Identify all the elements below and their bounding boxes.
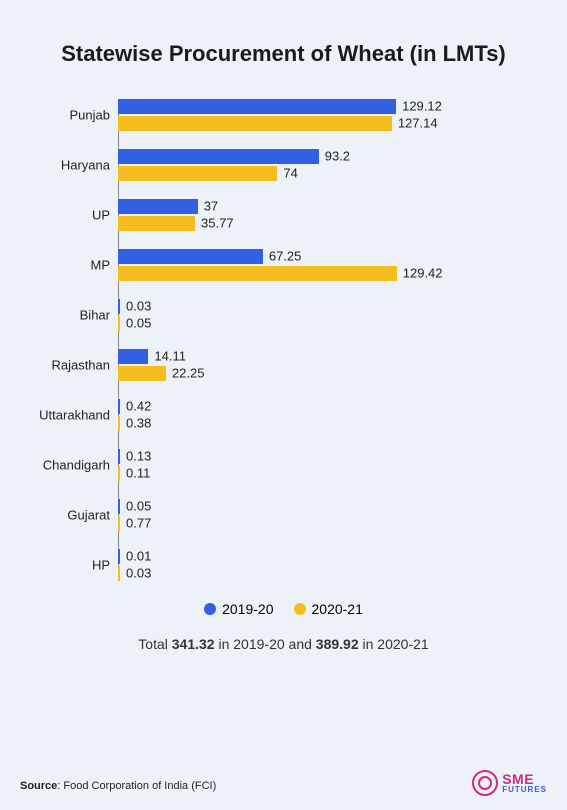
- bar-value: 67.25: [263, 249, 302, 264]
- chart-row: HP0.010.03: [118, 549, 499, 581]
- bar-chart: Punjab129.12127.14Haryana93.274UP3735.77…: [118, 99, 499, 581]
- legend-label: 2019-20: [222, 601, 273, 617]
- bar-wrap: 129.12: [118, 99, 499, 114]
- bar-value: 74: [277, 166, 297, 181]
- bar-value: 0.42: [120, 399, 151, 414]
- bar-wrap: 74: [118, 166, 499, 181]
- chart-container: Statewise Procurement of Wheat (in LMTs)…: [0, 0, 567, 672]
- category-label: UP: [92, 207, 118, 222]
- bar-value: 35.77: [195, 216, 234, 231]
- bar-wrap: 22.25: [118, 366, 499, 381]
- chart-row: UP3735.77: [118, 199, 499, 231]
- bar-2019-20: [118, 99, 396, 114]
- chart-row: Uttarakhand0.420.38: [118, 399, 499, 431]
- logo-icon: [472, 770, 498, 796]
- total-2019-20: 341.32: [172, 636, 215, 652]
- bar-value: 0.05: [120, 499, 151, 514]
- bar-wrap: 35.77: [118, 216, 499, 231]
- legend-item: 2020-21: [294, 601, 363, 617]
- total-2020-21: 389.92: [316, 636, 359, 652]
- chart-title: Statewise Procurement of Wheat (in LMTs): [38, 40, 529, 69]
- bar-value: 0.77: [120, 516, 151, 531]
- bar-wrap: 67.25: [118, 249, 499, 264]
- bar-wrap: 93.2: [118, 149, 499, 164]
- bar-wrap: 0.38: [118, 416, 499, 431]
- bar-wrap: 0.05: [118, 316, 499, 331]
- category-label: Uttarakhand: [39, 407, 118, 422]
- category-label: Punjab: [70, 107, 118, 122]
- bar-2019-20: [118, 199, 198, 214]
- bar-2019-20: [118, 349, 148, 364]
- bar-value: 129.12: [396, 99, 442, 114]
- source-line: Source: Food Corporation of India (FCI): [20, 780, 216, 792]
- category-label: Gujarat: [67, 507, 118, 522]
- sme-futures-logo: SME FUTURES: [472, 770, 547, 796]
- category-label: Rajasthan: [51, 357, 118, 372]
- bar-wrap: 127.14: [118, 116, 499, 131]
- bar-value: 14.11: [148, 349, 186, 364]
- total-mid: in 2019-20 and: [215, 636, 316, 652]
- category-label: Chandigarh: [43, 457, 118, 472]
- legend-dot-icon: [204, 603, 216, 615]
- chart-row: Bihar0.030.05: [118, 299, 499, 331]
- bar-value: 0.01: [120, 549, 151, 564]
- bar-value: 0.03: [120, 566, 151, 581]
- bar-value: 0.38: [120, 416, 151, 431]
- bar-2019-20: [118, 149, 319, 164]
- chart-row: Rajasthan14.1122.25: [118, 349, 499, 381]
- bar-wrap: 0.13: [118, 449, 499, 464]
- bar-wrap: 129.42: [118, 266, 499, 281]
- bar-value: 129.42: [397, 266, 443, 281]
- bar-2020-21: [118, 266, 397, 281]
- bar-value: 0.11: [120, 466, 150, 481]
- total-suffix: in 2020-21: [359, 636, 429, 652]
- bar-wrap: 0.03: [118, 566, 499, 581]
- bar-2020-21: [118, 166, 277, 181]
- logo-text: SME FUTURES: [502, 772, 547, 794]
- bar-wrap: 37: [118, 199, 499, 214]
- category-label: HP: [92, 557, 118, 572]
- bar-wrap: 0.77: [118, 516, 499, 531]
- bar-value: 93.2: [319, 149, 350, 164]
- legend-item: 2019-20: [204, 601, 273, 617]
- source-label: Source: [20, 780, 57, 792]
- bar-value: 37: [198, 199, 218, 214]
- bar-2020-21: [118, 116, 392, 131]
- chart-row: MP67.25129.42: [118, 249, 499, 281]
- bar-wrap: 0.03: [118, 299, 499, 314]
- bar-value: 0.05: [120, 316, 151, 331]
- bar-2020-21: [118, 216, 195, 231]
- category-label: MP: [91, 257, 119, 272]
- bar-wrap: 0.11: [118, 466, 499, 481]
- bar-value: 22.25: [166, 366, 205, 381]
- total-prefix: Total: [138, 636, 171, 652]
- category-label: Bihar: [80, 307, 118, 322]
- chart-row: Punjab129.12127.14: [118, 99, 499, 131]
- chart-row: Chandigarh0.130.11: [118, 449, 499, 481]
- chart-row: Gujarat0.050.77: [118, 499, 499, 531]
- legend-dot-icon: [294, 603, 306, 615]
- bar-value: 0.13: [120, 449, 151, 464]
- category-label: Haryana: [61, 157, 118, 172]
- bar-wrap: 0.01: [118, 549, 499, 564]
- logo-top: SME: [502, 772, 547, 786]
- logo-bottom: FUTURES: [502, 786, 547, 794]
- bar-wrap: 0.42: [118, 399, 499, 414]
- chart-row: Haryana93.274: [118, 149, 499, 181]
- source-text: : Food Corporation of India (FCI): [57, 780, 216, 792]
- bar-2019-20: [118, 249, 263, 264]
- bar-wrap: 0.05: [118, 499, 499, 514]
- totals-line: Total 341.32 in 2019-20 and 389.92 in 20…: [38, 636, 529, 652]
- bar-2020-21: [118, 366, 166, 381]
- legend: 2019-20 2020-21: [38, 601, 529, 618]
- bar-wrap: 14.11: [118, 349, 499, 364]
- legend-label: 2020-21: [312, 601, 363, 617]
- bar-value: 127.14: [392, 116, 438, 131]
- bar-value: 0.03: [120, 299, 151, 314]
